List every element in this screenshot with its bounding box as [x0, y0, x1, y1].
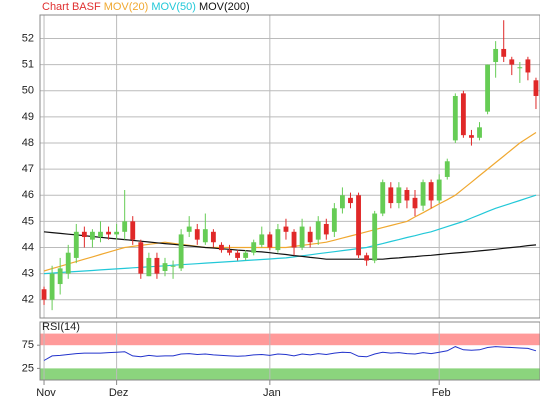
candle-body — [49, 273, 55, 300]
y-tick-label: 46 — [22, 189, 34, 201]
candle-body — [210, 231, 216, 243]
candle-body — [227, 250, 232, 253]
panel-title: RSI(14) — [42, 321, 80, 333]
candle-body — [380, 182, 386, 214]
y-tick-label: 25 — [22, 362, 34, 374]
candle-body — [525, 59, 531, 73]
x-tick-label: Dez — [109, 387, 129, 399]
rsi-band — [40, 368, 540, 380]
candle-body — [299, 226, 305, 248]
plot-area — [40, 15, 540, 318]
candle-body — [485, 64, 490, 112]
candle-body — [469, 135, 474, 138]
rsi-line — [43, 346, 537, 361]
moving-average-line — [43, 231, 537, 260]
candle-body — [186, 226, 192, 232]
candle-body — [420, 182, 426, 206]
candle-body — [267, 234, 273, 248]
y-tick-label: 44 — [22, 241, 34, 253]
candle-body — [235, 252, 240, 258]
candle-body — [202, 229, 208, 243]
candle-body — [348, 197, 353, 204]
candle-body — [356, 195, 361, 256]
candle-body — [122, 221, 128, 232]
candle-body — [178, 234, 184, 269]
candle-body — [533, 80, 539, 96]
candle-body — [291, 231, 297, 248]
candle-body — [259, 234, 265, 245]
candle-body — [509, 59, 515, 65]
candle-body — [57, 268, 63, 285]
plot-frame — [39, 321, 540, 381]
candle-body — [412, 197, 418, 209]
candle-body — [154, 257, 160, 274]
legend-entry: Chart BASF — [42, 1, 101, 13]
candle-body — [517, 67, 523, 69]
candle-body — [98, 231, 103, 238]
candle-body — [106, 231, 111, 235]
x-tick-label: Nov — [36, 387, 56, 399]
candle-body — [219, 244, 224, 251]
candle-body — [388, 187, 394, 204]
candle-body — [162, 263, 168, 271]
rsi-band — [40, 333, 540, 346]
y-tick-label: 43 — [22, 268, 34, 280]
candle-body — [275, 229, 281, 251]
candle-body — [444, 161, 450, 177]
y-tick-label: 75 — [22, 339, 34, 351]
y-tick-label: 42 — [22, 294, 34, 306]
candle-body — [404, 190, 410, 201]
legend-entry: MOV(50) — [151, 1, 196, 13]
candle-body — [283, 226, 289, 232]
candle-body — [452, 95, 458, 141]
legend: Chart BASF MOV(20) MOV(50) MOV(200) — [42, 1, 250, 13]
legend-entry: MOV(20) — [104, 1, 149, 13]
candle-body — [73, 231, 79, 258]
moving-average-line — [43, 194, 537, 275]
candle-body — [493, 48, 499, 63]
candle-body — [90, 231, 95, 240]
candle-body — [307, 231, 313, 243]
legend-entry: MOV(200) — [199, 1, 250, 13]
candle-body — [65, 252, 71, 274]
y-tick-label: 47 — [22, 163, 34, 175]
candle-body — [436, 179, 442, 201]
candle-body — [323, 223, 329, 235]
candle-body — [130, 221, 136, 240]
candle-body — [501, 48, 507, 57]
candle-body — [364, 255, 370, 261]
candle-body — [396, 187, 402, 204]
candle-body — [138, 242, 144, 274]
candle-body — [460, 93, 466, 136]
candle-body — [194, 229, 200, 240]
plot-frame — [39, 14, 540, 319]
candle-body — [170, 265, 176, 267]
candle-body — [146, 257, 152, 277]
y-tick-label: 49 — [22, 111, 34, 123]
y-tick-label: 45 — [22, 215, 34, 227]
x-tick-label: Feb — [432, 387, 451, 399]
candle-body — [372, 213, 378, 261]
y-tick-label: 48 — [22, 137, 34, 149]
y-tick-label: 51 — [22, 59, 34, 71]
candle-body — [428, 182, 434, 201]
y-tick-label: 52 — [22, 32, 34, 44]
candle-body — [41, 289, 47, 300]
candle-body — [331, 208, 337, 232]
candle-body — [114, 231, 120, 235]
candle-body — [81, 231, 87, 238]
candle-body — [340, 195, 345, 209]
candle-body — [251, 242, 257, 253]
x-tick-label: Jan — [263, 387, 281, 399]
candle-body — [243, 252, 249, 258]
moving-average-line — [43, 131, 537, 272]
y-tick-label: 50 — [22, 85, 34, 97]
candle-body — [315, 221, 321, 240]
candle-body — [477, 127, 482, 138]
